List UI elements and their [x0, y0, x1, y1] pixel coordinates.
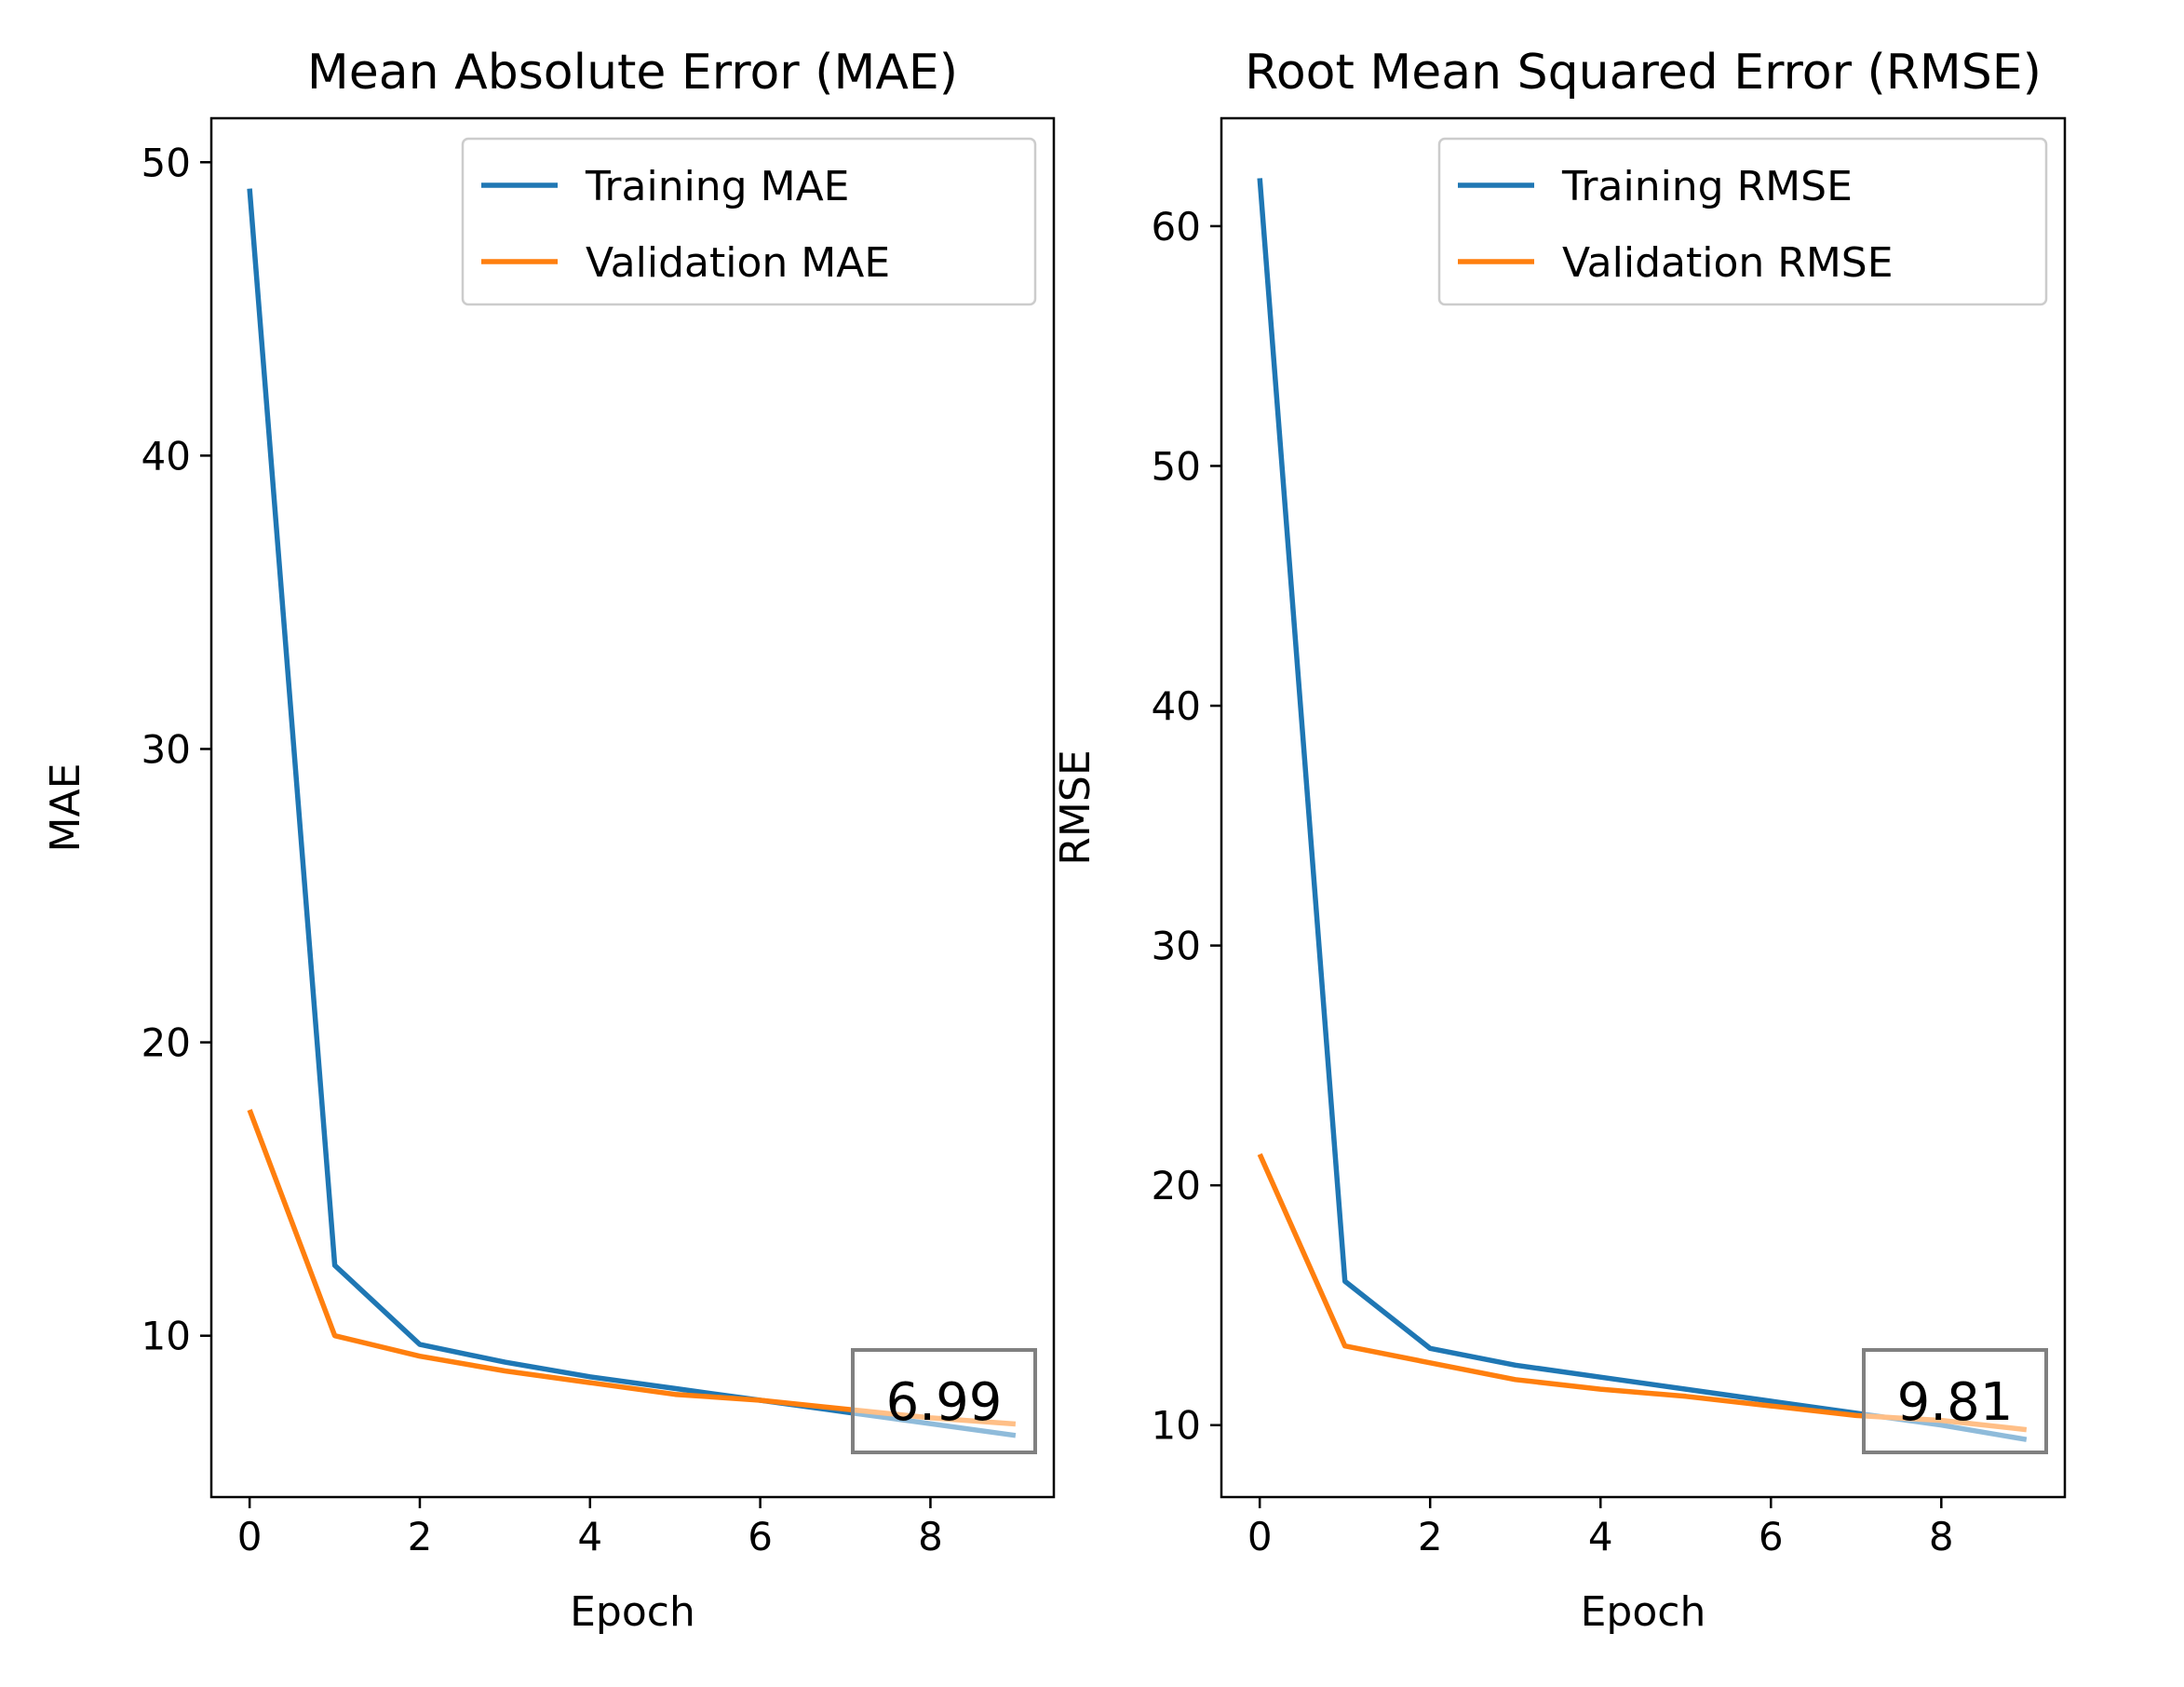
x-tick-label: 4 [577, 1514, 602, 1559]
chart-title: Root Mean Squared Error (RMSE) [1245, 45, 2042, 101]
legend: Training RMSE Validation RMSE [1437, 137, 2048, 306]
y-tick-label: 60 [1152, 204, 1201, 250]
y-tick-label: 50 [1152, 443, 1201, 489]
annotation-box [1862, 1348, 2048, 1454]
axes-frame [209, 116, 1056, 1499]
y-tick-label: 10 [1152, 1403, 1201, 1449]
y-tick-label: 40 [1152, 683, 1201, 729]
legend-box [461, 137, 1037, 306]
y-tick-label: 30 [142, 726, 191, 772]
x-tick-label: 6 [1759, 1514, 1784, 1559]
chart-title: Mean Absolute Error (MAE) [307, 45, 958, 101]
x-axis-label: Epoch [1581, 1588, 1706, 1636]
x-tick-label: 0 [1247, 1514, 1273, 1559]
x-tick-label: 2 [408, 1514, 433, 1559]
legend-label: Validation RMSE [1562, 239, 1894, 287]
y-tick-label: 50 [142, 140, 191, 185]
x-tick-label: 4 [1588, 1514, 1613, 1559]
y-axis-label: RMSE [1052, 749, 1099, 865]
legend-label: Validation MAE [586, 239, 890, 287]
x-tick-label: 6 [748, 1514, 773, 1559]
legend-label: Training RMSE [1561, 163, 1853, 210]
legend-box [1437, 137, 2048, 306]
final-value-annotation: 6.99 [851, 1348, 1037, 1454]
y-tick-label: 20 [142, 1020, 191, 1066]
annotation-text: 9.81 [1897, 1372, 2014, 1433]
x-tick-label: 8 [1929, 1514, 1954, 1559]
y-axis-label: MAE [42, 763, 89, 853]
legend: Training MAE Validation MAE [461, 137, 1037, 306]
subplot-2: Root Mean Squared Error (RMSE) 0 2 4 6 8 10 20 3… [1052, 45, 2067, 1636]
axes-frame [1220, 116, 2067, 1499]
final-value-annotation: 9.81 [1862, 1348, 2048, 1454]
x-tick-label: 2 [1418, 1514, 1443, 1559]
x-tick-label: 8 [918, 1514, 943, 1559]
y-tick-label: 40 [142, 433, 191, 479]
y-tick-label: 10 [142, 1314, 191, 1359]
x-axis-label: Epoch [570, 1588, 695, 1636]
subplot-1: Mean Absolute Error (MAE) 0 2 4 6 8 10 20 30 40 50… [42, 45, 1056, 1636]
legend-label: Training MAE [585, 163, 849, 210]
y-tick-label: 30 [1152, 924, 1201, 969]
x-tick-label: 0 [237, 1514, 263, 1559]
annotation-box [851, 1348, 1037, 1454]
annotation-text: 6.99 [886, 1372, 1003, 1433]
y-tick-label: 20 [1152, 1163, 1201, 1208]
